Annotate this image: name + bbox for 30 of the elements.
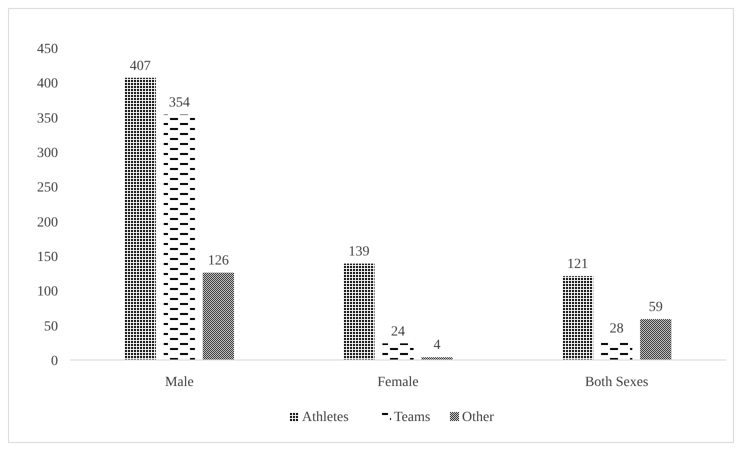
data-label: 354 <box>168 96 190 111</box>
data-label: 121 <box>567 257 588 272</box>
data-label: 126 <box>208 254 229 269</box>
legend-label: Athletes <box>302 410 349 425</box>
y-tick-label: 400 <box>37 76 58 92</box>
y-tick-label: 300 <box>37 146 58 161</box>
y-tick-label: 450 <box>37 42 58 57</box>
data-label: 24 <box>391 324 405 340</box>
bar <box>562 276 594 360</box>
y-tick-label: 0 <box>51 354 58 369</box>
legend-label: Teams <box>394 410 430 425</box>
bar <box>202 272 234 360</box>
y-tick-label: 350 <box>37 111 58 126</box>
data-label: 407 <box>130 58 151 74</box>
y-tick-label: 100 <box>37 284 58 300</box>
bar <box>343 264 375 360</box>
y-tick-label: 150 <box>37 250 58 265</box>
bar <box>124 78 156 360</box>
data-label: 59 <box>648 300 663 316</box>
data-label: 28 <box>610 322 624 337</box>
y-tick-label: 50 <box>44 319 58 334</box>
x-tick-label: Male <box>164 375 194 390</box>
legend-label: Other <box>462 410 494 425</box>
y-tick-label: 250 <box>37 180 58 196</box>
x-tick-label: Both Sexes <box>584 375 648 390</box>
data-label: 139 <box>348 244 370 260</box>
y-tick-label: 200 <box>37 215 58 230</box>
bar <box>640 319 672 360</box>
x-tick-label: Female <box>377 375 419 390</box>
data-label: 4 <box>434 338 441 354</box>
